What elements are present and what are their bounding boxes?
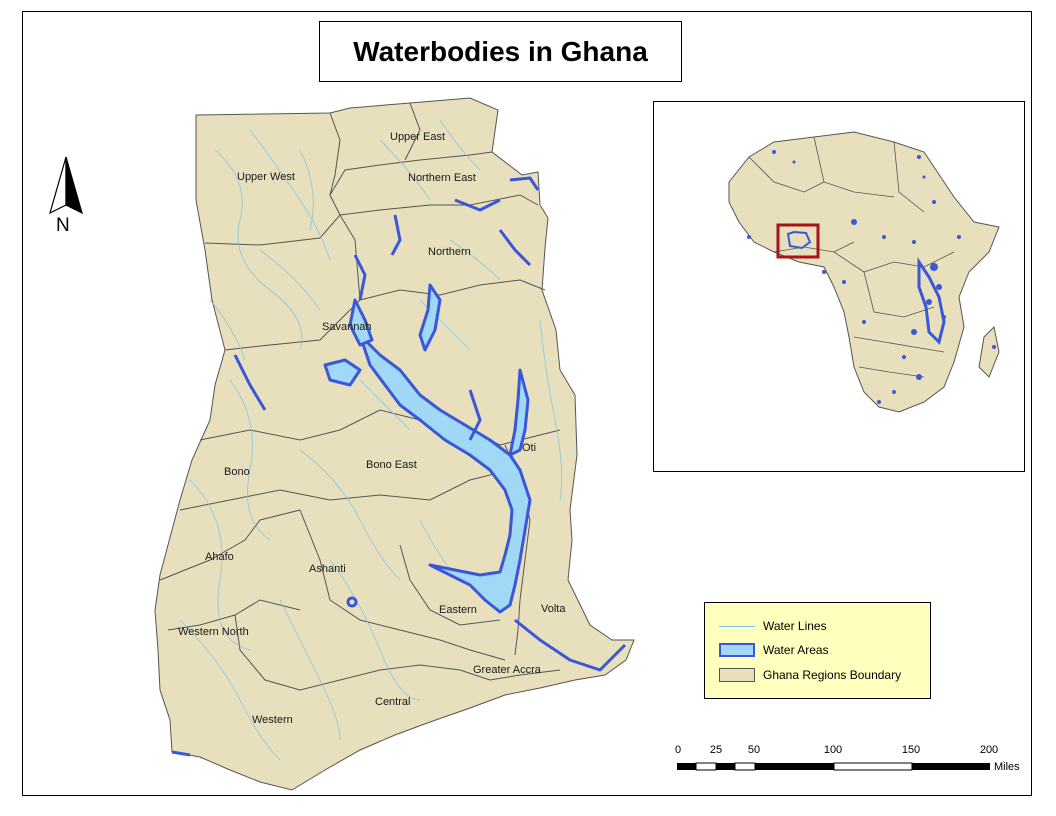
africa-inset-map: [653, 101, 1025, 472]
legend-item-regions: Ghana Regions Boundary: [719, 668, 901, 682]
region-label-eastern: Eastern: [439, 604, 477, 616]
map-legend: Water Lines Water Areas Ghana Regions Bo…: [704, 602, 931, 699]
scale-bar-graphic: [677, 762, 990, 771]
region-label-western: Western: [252, 714, 293, 726]
legend-item-water-lines: Water Lines: [719, 619, 827, 633]
scale-tick-label: 25: [709, 744, 723, 756]
region-label-central: Central: [375, 696, 410, 708]
scale-tick-label: 200: [979, 744, 999, 756]
legend-label: Water Lines: [763, 619, 827, 633]
scale-unit-label: Miles: [994, 761, 1020, 773]
scale-tick-label: 50: [747, 744, 761, 756]
legend-label: Water Areas: [763, 643, 829, 657]
lake-volta: [358, 333, 532, 614]
scale-tick-label: 150: [901, 744, 921, 756]
ghana-highlight-box: [776, 223, 820, 259]
scale-tick-label: 0: [674, 744, 682, 756]
region-label-greater-accra: Greater Accra: [473, 664, 542, 676]
north-arrow-icon: [49, 156, 83, 215]
region-label-savannah: Savannah: [322, 321, 372, 333]
ghana-land: [154, 97, 635, 791]
scale-tick-label: 100: [823, 744, 843, 756]
region-label-upper-west: Upper West: [237, 171, 295, 183]
region-label-western-north: Western North: [178, 626, 249, 638]
scale-bar: 0 25 50 100 150 200 Miles: [674, 744, 1036, 774]
africa-inset-svg: [728, 131, 1000, 413]
region-label-ashanti: Ashanti: [309, 563, 346, 575]
map-title: Waterbodies in Ghana: [353, 35, 648, 67]
region-label-upper-east: Upper East: [390, 131, 445, 143]
legend-item-water-areas: Water Areas: [719, 643, 829, 657]
region-label-ahafo: Ahafo: [205, 551, 234, 563]
map-frame: [22, 11, 1032, 796]
region-label-volta: Volta: [541, 603, 566, 615]
region-label-northern: Northern: [428, 246, 471, 258]
water-areas-swatch: [719, 643, 755, 657]
water-lines-swatch: [719, 619, 755, 633]
region-label-oti: Oti: [522, 442, 536, 454]
map-title-box: Waterbodies in Ghana: [319, 21, 682, 82]
region-label-bono-east: Bono East: [366, 459, 417, 471]
north-label: N: [56, 215, 70, 236]
region-label-bono: Bono: [224, 466, 250, 478]
legend-label: Ghana Regions Boundary: [763, 668, 902, 682]
region-label-northern-east: Northern East: [408, 172, 476, 184]
regions-swatch: [719, 668, 755, 682]
